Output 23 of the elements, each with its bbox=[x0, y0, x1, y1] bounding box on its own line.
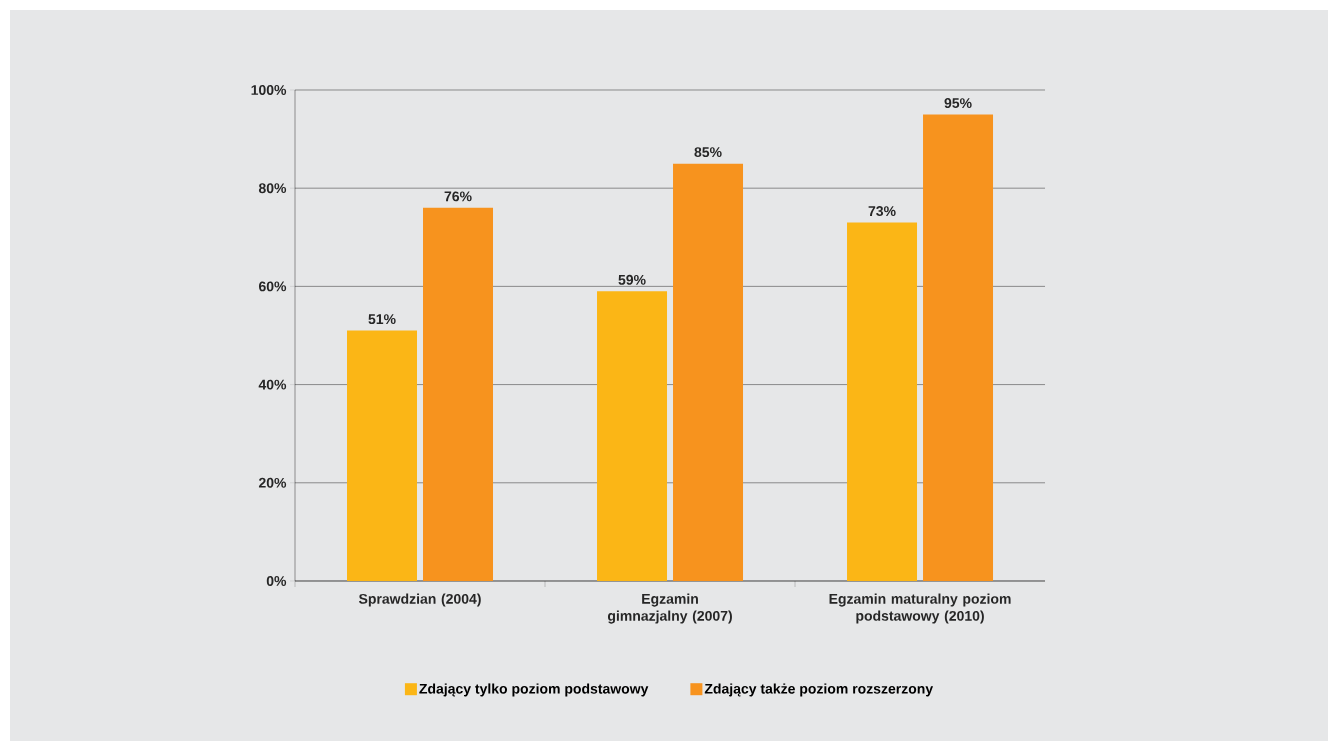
bar bbox=[347, 330, 418, 581]
bar bbox=[923, 114, 994, 581]
bar bbox=[673, 163, 744, 581]
data-label: 85% bbox=[694, 147, 722, 158]
data-label: 73% bbox=[868, 206, 896, 217]
data-label: 59% bbox=[618, 274, 646, 285]
y-tick-label: 60% bbox=[258, 281, 287, 292]
y-tick-label: 80% bbox=[258, 183, 287, 194]
x-tick-label: Egzamin maturalny poziom podstawowy (2010) bbox=[829, 593, 1011, 624]
y-tick-label: 20% bbox=[258, 477, 287, 488]
bar bbox=[423, 207, 494, 581]
bar bbox=[847, 222, 918, 581]
y-tick-label: 0% bbox=[266, 576, 287, 586]
x-tick-label: Sprawdzian (2004) bbox=[358, 593, 481, 607]
legend-label: Zdający tylko poziom podstawowy bbox=[419, 683, 649, 697]
legend-label: Zdający także poziom rozszerzony bbox=[704, 683, 934, 697]
data-label: 76% bbox=[444, 191, 472, 202]
y-tick-label: 100% bbox=[251, 85, 287, 95]
data-label: 95% bbox=[944, 98, 972, 109]
bar bbox=[597, 291, 668, 581]
data-label: 51% bbox=[368, 314, 396, 325]
y-tick-label: 40% bbox=[258, 379, 287, 390]
x-tick-label: Egzamin gimnazjalny (2007) bbox=[607, 593, 732, 624]
